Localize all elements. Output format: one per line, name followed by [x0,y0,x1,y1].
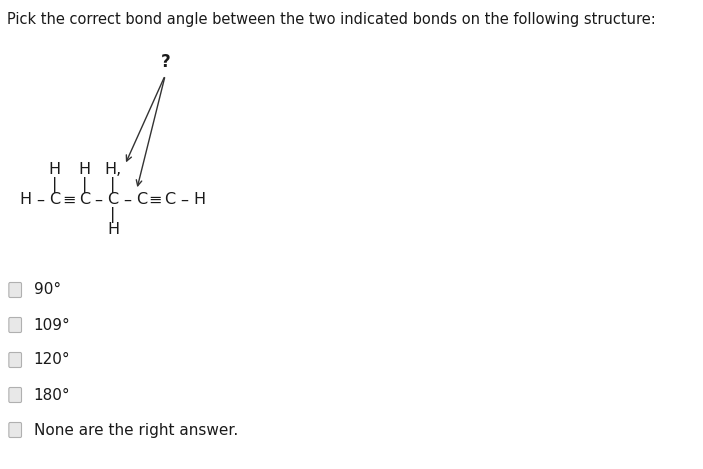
Text: C: C [108,192,119,207]
Text: 90°: 90° [34,282,61,297]
Text: |: | [52,177,58,193]
Text: 109°: 109° [34,318,70,333]
Text: H: H [19,192,32,207]
Text: –: – [180,192,188,207]
Text: None are the right answer.: None are the right answer. [34,423,238,438]
Text: H: H [78,162,91,177]
Text: –: – [37,192,44,207]
Text: C: C [49,192,60,207]
Text: H: H [107,222,119,237]
Text: H: H [49,162,61,177]
FancyBboxPatch shape [9,353,22,368]
Text: ≡: ≡ [148,192,162,207]
FancyBboxPatch shape [9,318,22,333]
Text: H,: H, [104,162,122,177]
Text: 180°: 180° [34,387,70,402]
Text: H: H [193,192,205,207]
FancyBboxPatch shape [9,387,22,402]
Text: 120°: 120° [34,353,70,368]
FancyBboxPatch shape [9,423,22,438]
Text: ?: ? [160,53,170,71]
Text: |: | [82,177,87,193]
FancyBboxPatch shape [9,282,22,297]
Text: C: C [136,192,147,207]
Text: C: C [164,192,175,207]
Text: Pick the correct bond angle between the two indicated bonds on the following str: Pick the correct bond angle between the … [7,12,655,27]
Text: –: – [123,192,131,207]
Text: |: | [110,207,116,223]
Text: –: – [95,192,103,207]
Text: |: | [110,177,116,193]
Text: ≡: ≡ [63,192,76,207]
Text: C: C [79,192,90,207]
